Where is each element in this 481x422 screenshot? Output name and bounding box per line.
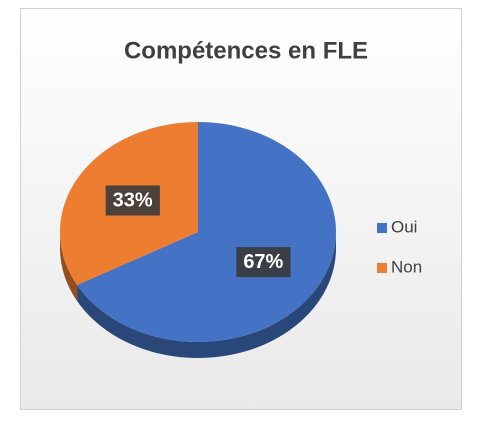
data-label-box [105, 185, 160, 216]
chart-title: Compétences en FLE [124, 37, 368, 64]
legend-swatch [377, 263, 387, 273]
pie-slice-side [77, 232, 337, 358]
legend-label: Oui [391, 217, 417, 236]
pie-slice [77, 122, 336, 342]
data-label: 33% [113, 189, 153, 211]
legend-label: Non [391, 257, 422, 276]
data-label: 67% [243, 251, 283, 273]
pie-slice-side [60, 232, 78, 301]
legend-swatch [377, 223, 387, 233]
data-label-box [236, 247, 291, 278]
